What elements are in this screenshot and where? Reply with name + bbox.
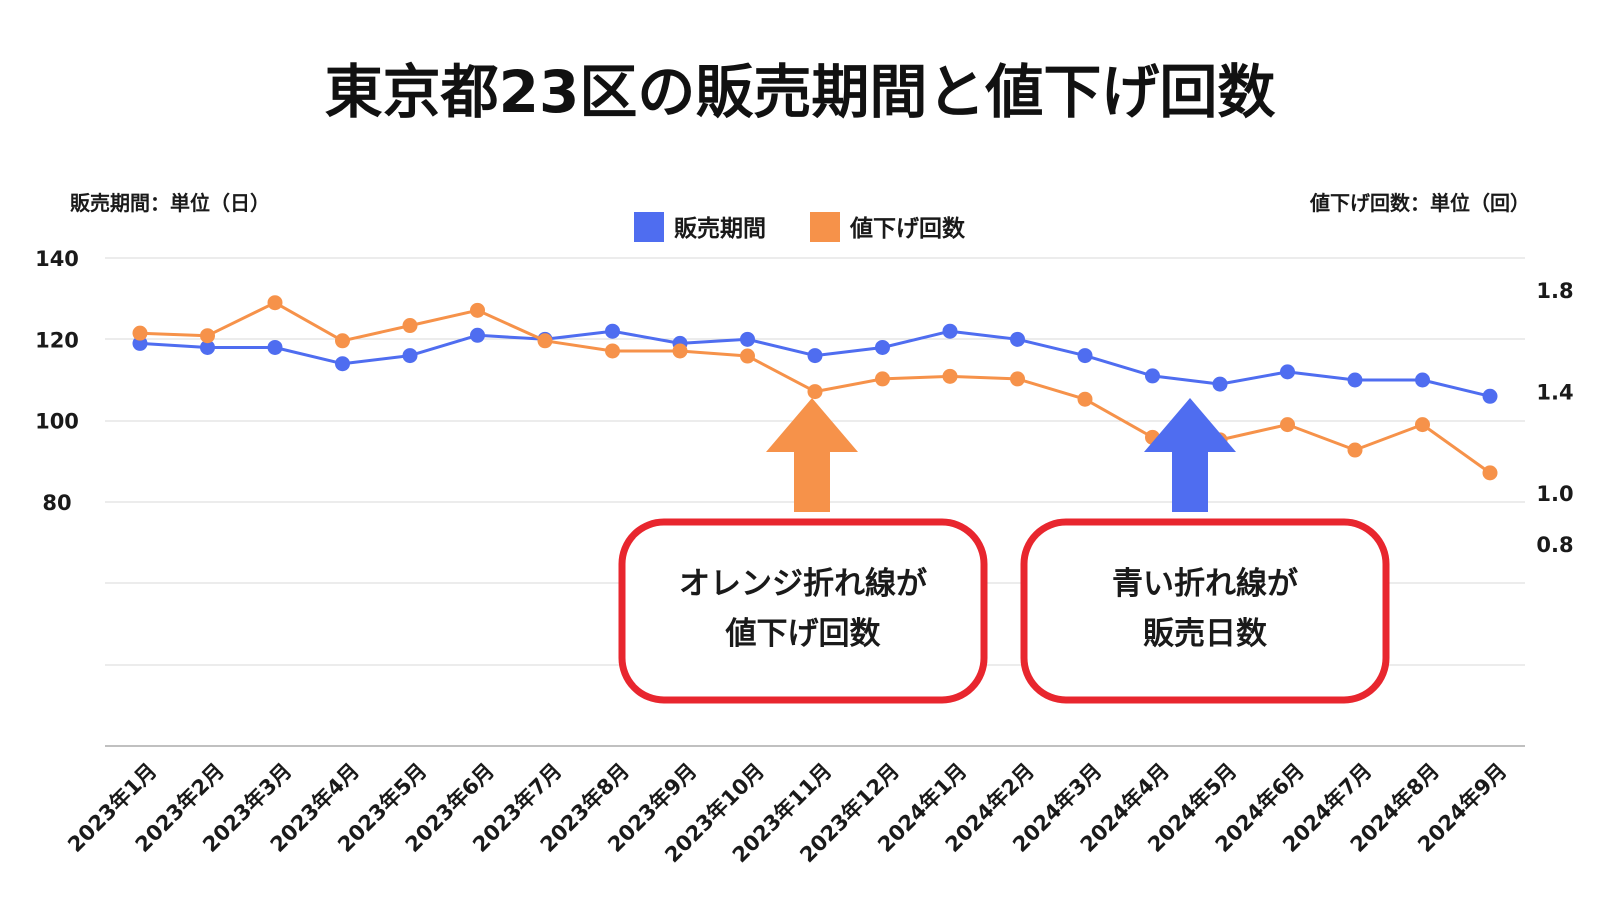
- data-point: [200, 339, 215, 355]
- data-point: [740, 348, 755, 364]
- right-axis-title: 値下げ回数：単位（回）: [1309, 191, 1530, 215]
- data-point: [1077, 348, 1093, 364]
- data-point: [1280, 364, 1295, 380]
- data-point: [1347, 442, 1363, 458]
- left-axis-ticks: 140 120 100 80: [35, 247, 79, 515]
- annotation-line-1: オレンジ折れ線が: [679, 566, 927, 602]
- legend: 販売期間 値下げ回数: [634, 212, 966, 242]
- right-tick-label: 1.0: [1536, 482, 1573, 506]
- chart-title: 東京都23区の販売期間と値下げ回数: [325, 58, 1276, 126]
- data-point: [740, 331, 755, 347]
- data-point: [1347, 372, 1363, 388]
- left-axis-title: 販売期間：単位（日）: [70, 191, 270, 215]
- data-point: [267, 295, 283, 311]
- data-point: [1010, 331, 1025, 347]
- series-sales-period: [132, 323, 1498, 404]
- data-point: [402, 318, 418, 334]
- data-point: [875, 339, 890, 355]
- series-price-cuts: [132, 295, 1498, 481]
- left-tick-label: 120: [35, 328, 79, 352]
- data-point: [335, 356, 350, 372]
- data-point: [1145, 368, 1160, 384]
- data-point: [132, 325, 148, 341]
- data-point: [1415, 372, 1430, 388]
- data-point: [267, 339, 283, 355]
- legend-swatch-price-cuts: [810, 212, 840, 242]
- legend-label-sales-period: 販売期間: [674, 216, 766, 242]
- data-point: [875, 371, 890, 387]
- data-point: [335, 333, 350, 349]
- legend-label-price-cuts: 値下げ回数: [849, 216, 966, 242]
- data-point: [942, 323, 958, 339]
- data-point: [672, 343, 688, 359]
- data-point: [1010, 371, 1025, 387]
- data-point: [1482, 465, 1498, 481]
- data-point: [1280, 417, 1295, 433]
- data-point: [1077, 391, 1093, 407]
- legend-swatch-sales-period: [634, 212, 664, 242]
- data-point: [1482, 388, 1498, 404]
- annotation-box: [618, 518, 988, 704]
- right-tick-label: 0.8: [1536, 533, 1573, 557]
- data-point: [942, 368, 958, 384]
- annotation-line-2: 販売日数: [1143, 616, 1267, 652]
- data-point: [470, 302, 485, 318]
- right-tick-label: 1.4: [1536, 381, 1573, 405]
- right-tick-label: 1.8: [1536, 279, 1573, 303]
- data-point: [537, 333, 553, 349]
- data-point: [1212, 376, 1228, 392]
- left-tick-label: 100: [35, 410, 79, 434]
- x-axis-ticks: 2023年1月2023年2月2023年3月2023年4月2023年5月2023年…: [63, 759, 1511, 868]
- data-point: [605, 323, 620, 339]
- data-point: [470, 327, 485, 343]
- left-tick-label: 80: [42, 491, 71, 515]
- data-point: [807, 384, 823, 400]
- right-axis-ticks: 1.8 1.4 1.0 0.8: [1536, 279, 1573, 557]
- data-point: [1415, 417, 1430, 433]
- data-point: [402, 348, 418, 364]
- data-point: [807, 348, 823, 364]
- annotation-arrow: [1144, 398, 1236, 512]
- series-layer: [132, 295, 1498, 481]
- annotation-box: [1020, 518, 1390, 704]
- annotation-line-1: 青い折れ線が: [1112, 566, 1298, 602]
- annotation-arrow: [766, 398, 858, 512]
- annotation-line-2: 値下げ回数: [725, 616, 881, 652]
- data-point: [605, 343, 620, 359]
- left-tick-label: 140: [35, 247, 79, 271]
- data-point: [200, 328, 215, 344]
